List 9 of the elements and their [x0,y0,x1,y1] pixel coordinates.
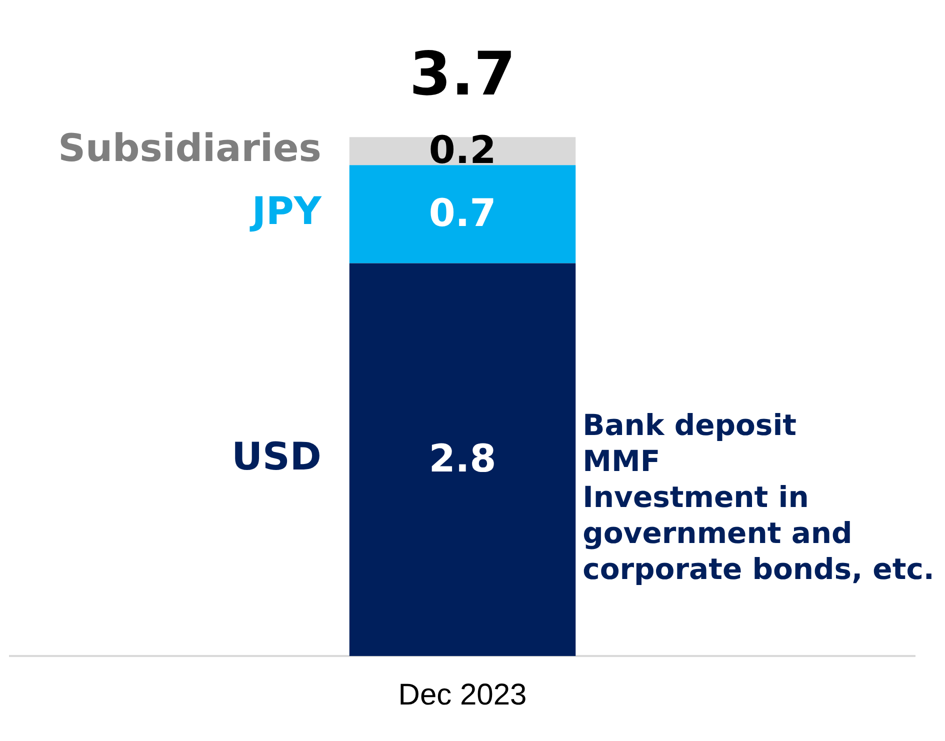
series-label: USD [232,434,322,479]
x-tick-label: Dec 2023 [398,678,527,712]
data-label: 0.2 [428,128,496,172]
series-label: JPY [248,189,322,234]
total-label: 3.7 [409,40,516,110]
text: Bank deposit MMF Investment in government and corporate bonds, etc. [582,408,934,586]
series-label: Subsidiaries [58,126,322,170]
data-label: 2.8 [428,436,496,481]
data-label: 0.7 [428,191,496,236]
